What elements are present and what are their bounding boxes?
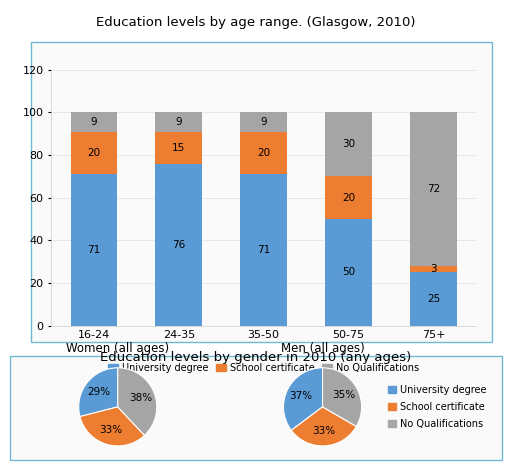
Text: 9: 9 <box>91 117 97 127</box>
Wedge shape <box>79 368 118 417</box>
Bar <box>410 113 457 266</box>
Text: 30: 30 <box>342 140 355 149</box>
Wedge shape <box>118 368 157 435</box>
Title: Men (all ages): Men (all ages) <box>281 342 365 355</box>
Text: 20: 20 <box>88 148 100 158</box>
Legend: University degree, School certificate, No Qualifications: University degree, School certificate, N… <box>104 359 423 377</box>
Text: 15: 15 <box>172 143 185 153</box>
Wedge shape <box>323 368 361 426</box>
Text: 25: 25 <box>427 294 440 304</box>
Bar <box>325 219 372 326</box>
Wedge shape <box>284 368 323 430</box>
Text: Education levels by gender in 2010 (any ages): Education levels by gender in 2010 (any … <box>100 351 412 364</box>
Bar <box>71 174 117 326</box>
Bar <box>240 174 287 326</box>
Text: Education levels by age range. (Glasgow, 2010): Education levels by age range. (Glasgow,… <box>96 16 416 29</box>
Text: 71: 71 <box>257 245 270 255</box>
Bar <box>156 132 202 164</box>
Text: 37%: 37% <box>289 391 312 401</box>
Text: 20: 20 <box>342 193 355 203</box>
Text: 9: 9 <box>176 117 182 127</box>
Bar <box>156 164 202 326</box>
Text: 20: 20 <box>257 148 270 158</box>
Text: 72: 72 <box>427 184 440 194</box>
Legend: University degree, School certificate, No Qualifications: University degree, School certificate, N… <box>384 381 490 432</box>
Bar <box>71 113 117 132</box>
Bar <box>325 176 372 219</box>
Wedge shape <box>80 407 144 446</box>
Text: 35%: 35% <box>332 390 355 400</box>
Bar <box>410 272 457 326</box>
Bar <box>156 113 202 132</box>
Text: 33%: 33% <box>99 425 122 435</box>
Bar <box>410 266 457 272</box>
Bar <box>240 132 287 174</box>
Text: 50: 50 <box>342 267 355 277</box>
Text: 76: 76 <box>172 239 185 250</box>
Text: 9: 9 <box>261 117 267 127</box>
Wedge shape <box>291 407 356 446</box>
Title: Women (all ages): Women (all ages) <box>66 342 169 355</box>
Text: 3: 3 <box>430 264 437 274</box>
Bar <box>240 113 287 132</box>
Text: 29%: 29% <box>87 387 110 397</box>
Text: 38%: 38% <box>129 393 152 403</box>
Text: 71: 71 <box>87 245 100 255</box>
Bar <box>71 132 117 174</box>
Text: 33%: 33% <box>312 426 335 436</box>
Bar <box>325 113 372 176</box>
